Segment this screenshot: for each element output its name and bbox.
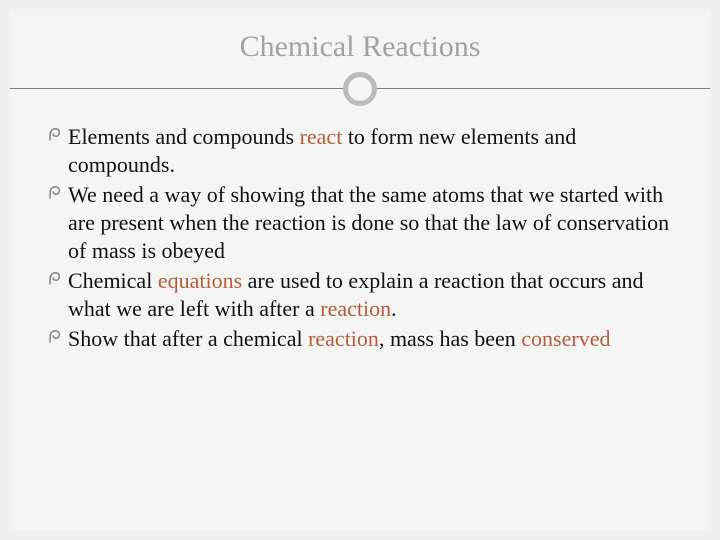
bullet-icon — [46, 325, 64, 353]
list-item: We need a way of showing that the same a… — [46, 181, 680, 265]
list-item-text: We need a way of showing that the same a… — [68, 181, 680, 265]
list-item: Chemical equations are used to explain a… — [46, 267, 680, 323]
body-text: , mass has been — [379, 326, 521, 351]
title-area: Chemical Reactions — [10, 30, 710, 89]
bullet-icon — [46, 181, 64, 209]
bullet-icon — [46, 123, 64, 151]
ring-icon — [343, 72, 377, 106]
highlight-text: reaction — [308, 326, 379, 351]
body-text: . — [391, 296, 397, 321]
content-list: Elements and compounds react to form new… — [10, 123, 710, 353]
body-text: Elements and compounds — [68, 124, 300, 149]
highlight-text: conserved — [521, 326, 610, 351]
slide: Chemical Reactions Elements and compound… — [10, 10, 710, 530]
body-text: We need a way of showing that the same a… — [68, 182, 669, 263]
highlight-text: react — [300, 124, 343, 149]
list-item-text: Chemical equations are used to explain a… — [68, 267, 680, 323]
slide-title: Chemical Reactions — [240, 30, 481, 68]
body-text: Show that after a chemical — [68, 326, 308, 351]
highlight-text: equations — [158, 268, 242, 293]
highlight-text: reaction — [320, 296, 391, 321]
list-item: Elements and compounds react to form new… — [46, 123, 680, 179]
list-item-text: Elements and compounds react to form new… — [68, 123, 680, 179]
title-rule — [10, 88, 710, 89]
bullet-icon — [46, 267, 64, 295]
list-item: Show that after a chemical reaction, mas… — [46, 325, 680, 353]
list-item-text: Show that after a chemical reaction, mas… — [68, 325, 610, 353]
body-text: Chemical — [68, 268, 158, 293]
